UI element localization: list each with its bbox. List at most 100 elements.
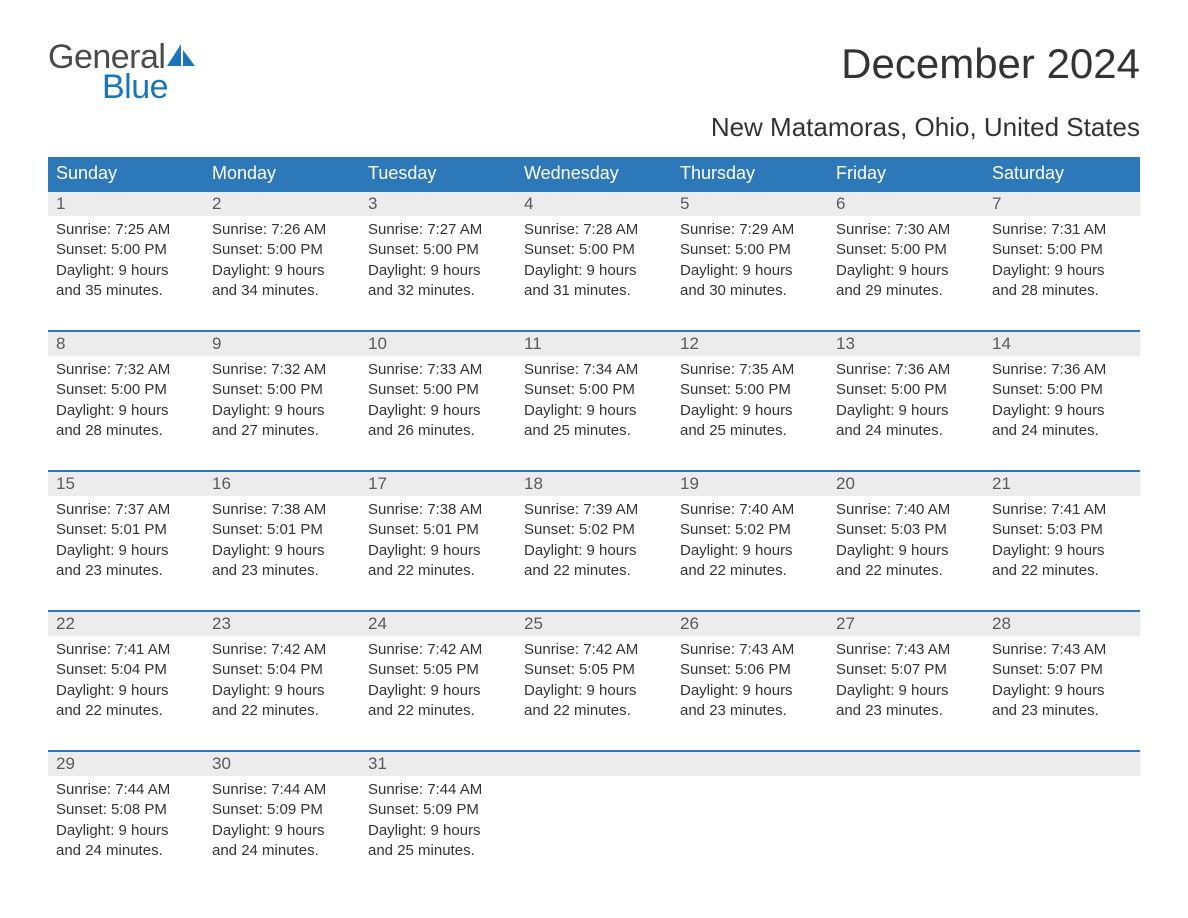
sunset-line: Sunset: 5:00 PM [524, 240, 664, 260]
daylight-line: Daylight: 9 hours and 22 minutes. [368, 681, 508, 722]
daylight-line: Daylight: 9 hours and 22 minutes. [368, 541, 508, 582]
sunrise-line: Sunrise: 7:40 AM [836, 500, 976, 520]
day-header: Friday [828, 157, 984, 190]
daylight-line: Daylight: 9 hours and 22 minutes. [836, 541, 976, 582]
daylight-line: Daylight: 9 hours and 22 minutes. [680, 541, 820, 582]
sunset-line: Sunset: 5:08 PM [56, 800, 196, 820]
calendar-day: 10Sunrise: 7:33 AMSunset: 5:00 PMDayligh… [360, 332, 516, 452]
day-number: 6 [828, 192, 984, 216]
sunrise-line: Sunrise: 7:38 AM [212, 500, 352, 520]
location-subtitle: New Matamoras, Ohio, United States [48, 112, 1140, 143]
daylight-line: Daylight: 9 hours and 25 minutes. [524, 401, 664, 442]
sunset-line: Sunset: 5:00 PM [212, 380, 352, 400]
sunset-line: Sunset: 5:00 PM [992, 240, 1132, 260]
calendar-day: 25Sunrise: 7:42 AMSunset: 5:05 PMDayligh… [516, 612, 672, 732]
day-number: 9 [204, 332, 360, 356]
sunrise-line: Sunrise: 7:43 AM [680, 640, 820, 660]
calendar-day: 1Sunrise: 7:25 AMSunset: 5:00 PMDaylight… [48, 192, 204, 312]
sunrise-line: Sunrise: 7:25 AM [56, 220, 196, 240]
daylight-line: Daylight: 9 hours and 23 minutes. [56, 541, 196, 582]
daylight-line: Daylight: 9 hours and 25 minutes. [680, 401, 820, 442]
daylight-line: Daylight: 9 hours and 23 minutes. [836, 681, 976, 722]
day-number: 10 [360, 332, 516, 356]
sunrise-line: Sunrise: 7:43 AM [992, 640, 1132, 660]
day-header: Saturday [984, 157, 1140, 190]
calendar-day: 12Sunrise: 7:35 AMSunset: 5:00 PMDayligh… [672, 332, 828, 452]
day-body: Sunrise: 7:37 AMSunset: 5:01 PMDaylight:… [48, 496, 204, 589]
sail-icon [167, 44, 197, 68]
day-number: 25 [516, 612, 672, 636]
sunrise-line: Sunrise: 7:40 AM [680, 500, 820, 520]
calendar-day: 2Sunrise: 7:26 AMSunset: 5:00 PMDaylight… [204, 192, 360, 312]
calendar-week: 22Sunrise: 7:41 AMSunset: 5:04 PMDayligh… [48, 610, 1140, 732]
day-number: 31 [360, 752, 516, 776]
day-number: 21 [984, 472, 1140, 496]
day-body: Sunrise: 7:31 AMSunset: 5:00 PMDaylight:… [984, 216, 1140, 309]
day-number: 17 [360, 472, 516, 496]
sunrise-line: Sunrise: 7:41 AM [992, 500, 1132, 520]
day-body: Sunrise: 7:36 AMSunset: 5:00 PMDaylight:… [984, 356, 1140, 449]
day-number: 22 [48, 612, 204, 636]
sunrise-line: Sunrise: 7:28 AM [524, 220, 664, 240]
sunset-line: Sunset: 5:06 PM [680, 660, 820, 680]
day-body: Sunrise: 7:32 AMSunset: 5:00 PMDaylight:… [204, 356, 360, 449]
sunset-line: Sunset: 5:01 PM [56, 520, 196, 540]
calendar-day: 7Sunrise: 7:31 AMSunset: 5:00 PMDaylight… [984, 192, 1140, 312]
sunrise-line: Sunrise: 7:36 AM [836, 360, 976, 380]
calendar-day: 14Sunrise: 7:36 AMSunset: 5:00 PMDayligh… [984, 332, 1140, 452]
day-body: Sunrise: 7:42 AMSunset: 5:05 PMDaylight:… [516, 636, 672, 729]
daylight-line: Daylight: 9 hours and 24 minutes. [212, 821, 352, 862]
calendar-day: 5Sunrise: 7:29 AMSunset: 5:00 PMDaylight… [672, 192, 828, 312]
calendar-day: 30Sunrise: 7:44 AMSunset: 5:09 PMDayligh… [204, 752, 360, 872]
sunrise-line: Sunrise: 7:33 AM [368, 360, 508, 380]
day-body: Sunrise: 7:33 AMSunset: 5:00 PMDaylight:… [360, 356, 516, 449]
day-body: Sunrise: 7:35 AMSunset: 5:00 PMDaylight:… [672, 356, 828, 449]
sunrise-line: Sunrise: 7:26 AM [212, 220, 352, 240]
sunset-line: Sunset: 5:03 PM [992, 520, 1132, 540]
day-body: Sunrise: 7:32 AMSunset: 5:00 PMDaylight:… [48, 356, 204, 449]
day-body: Sunrise: 7:43 AMSunset: 5:07 PMDaylight:… [984, 636, 1140, 729]
calendar-day: 19Sunrise: 7:40 AMSunset: 5:02 PMDayligh… [672, 472, 828, 592]
sunrise-line: Sunrise: 7:30 AM [836, 220, 976, 240]
day-header: Thursday [672, 157, 828, 190]
sunset-line: Sunset: 5:00 PM [524, 380, 664, 400]
sunset-line: Sunset: 5:07 PM [836, 660, 976, 680]
calendar-day [828, 752, 984, 872]
sunset-line: Sunset: 5:05 PM [524, 660, 664, 680]
sunset-line: Sunset: 5:04 PM [56, 660, 196, 680]
sunrise-line: Sunrise: 7:27 AM [368, 220, 508, 240]
daylight-line: Daylight: 9 hours and 26 minutes. [368, 401, 508, 442]
day-body: Sunrise: 7:30 AMSunset: 5:00 PMDaylight:… [828, 216, 984, 309]
sunrise-line: Sunrise: 7:44 AM [368, 780, 508, 800]
day-body: Sunrise: 7:28 AMSunset: 5:00 PMDaylight:… [516, 216, 672, 309]
day-body: Sunrise: 7:42 AMSunset: 5:05 PMDaylight:… [360, 636, 516, 729]
day-number: 16 [204, 472, 360, 496]
sunrise-line: Sunrise: 7:42 AM [524, 640, 664, 660]
day-body: Sunrise: 7:44 AMSunset: 5:09 PMDaylight:… [360, 776, 516, 869]
sunrise-line: Sunrise: 7:36 AM [992, 360, 1132, 380]
day-number: 12 [672, 332, 828, 356]
calendar: Sunday Monday Tuesday Wednesday Thursday… [48, 157, 1140, 872]
daylight-line: Daylight: 9 hours and 23 minutes. [992, 681, 1132, 722]
day-number: 8 [48, 332, 204, 356]
calendar-day: 8Sunrise: 7:32 AMSunset: 5:00 PMDaylight… [48, 332, 204, 452]
sunrise-line: Sunrise: 7:32 AM [56, 360, 196, 380]
daylight-line: Daylight: 9 hours and 30 minutes. [680, 261, 820, 302]
day-body: Sunrise: 7:29 AMSunset: 5:00 PMDaylight:… [672, 216, 828, 309]
daylight-line: Daylight: 9 hours and 22 minutes. [56, 681, 196, 722]
day-number: 7 [984, 192, 1140, 216]
daylight-line: Daylight: 9 hours and 29 minutes. [836, 261, 976, 302]
day-number: 3 [360, 192, 516, 216]
day-body [672, 776, 828, 788]
daylight-line: Daylight: 9 hours and 23 minutes. [212, 541, 352, 582]
calendar-day: 22Sunrise: 7:41 AMSunset: 5:04 PMDayligh… [48, 612, 204, 732]
calendar-week: 15Sunrise: 7:37 AMSunset: 5:01 PMDayligh… [48, 470, 1140, 592]
calendar-week: 29Sunrise: 7:44 AMSunset: 5:08 PMDayligh… [48, 750, 1140, 872]
calendar-day: 9Sunrise: 7:32 AMSunset: 5:00 PMDaylight… [204, 332, 360, 452]
day-body: Sunrise: 7:42 AMSunset: 5:04 PMDaylight:… [204, 636, 360, 729]
day-header: Sunday [48, 157, 204, 190]
sunset-line: Sunset: 5:09 PM [212, 800, 352, 820]
calendar-day: 23Sunrise: 7:42 AMSunset: 5:04 PMDayligh… [204, 612, 360, 732]
calendar-day: 15Sunrise: 7:37 AMSunset: 5:01 PMDayligh… [48, 472, 204, 592]
day-number: 4 [516, 192, 672, 216]
